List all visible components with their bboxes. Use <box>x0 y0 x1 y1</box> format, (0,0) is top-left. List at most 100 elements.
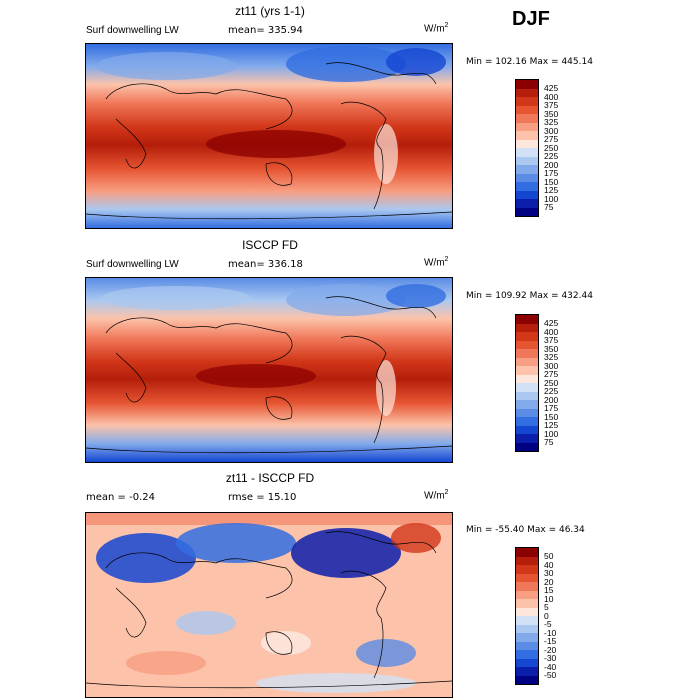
colorbar-swatch <box>516 131 538 140</box>
colorbar-tick-label: 350 <box>544 108 559 119</box>
colorbar-swatch <box>516 182 538 191</box>
panel2-minmax: Min = 109.92 Max = 432.44 <box>466 291 593 301</box>
colorbar-tick-label: 400 <box>544 91 559 102</box>
colorbar-swatch <box>516 658 538 667</box>
colorbar-swatch <box>516 207 538 216</box>
season-label: DJF <box>512 8 550 30</box>
colorbar-swatch <box>516 556 538 565</box>
colorbar-tick-label: 375 <box>544 335 559 345</box>
panel1-mean: mean= 335.94 <box>228 25 303 36</box>
colorbar-tick-label: 175 <box>544 403 559 413</box>
colorbar-swatch <box>516 616 538 625</box>
colorbar-tick-label: 300 <box>544 125 559 136</box>
colorbar-swatch <box>516 391 538 400</box>
colorbar-tick-label: -15 <box>544 636 557 646</box>
panel2-colorbar <box>515 314 539 452</box>
colorbar-swatch <box>516 582 538 591</box>
colorbar-swatch <box>516 442 538 451</box>
colorbar-tick-label: 250 <box>544 142 559 153</box>
colorbar-tick-label: 225 <box>544 151 559 161</box>
panel3-mean: mean = -0.24 <box>86 492 155 503</box>
panel1-colorbar-ticks: 425 400 375 350 325 300 275 250 225 200 175 150 125 1… <box>544 84 558 212</box>
colorbar-swatch <box>516 607 538 616</box>
panel1-minmax: Min = 102.16 Max = 445.14 <box>466 57 593 67</box>
panel2-mean: mean= 336.18 <box>228 259 303 270</box>
colorbar-tick-label: -20 <box>544 644 557 655</box>
colorbar-tick-label: 40 <box>544 559 554 570</box>
colorbar-swatch <box>516 139 538 148</box>
colorbar-tick-label: 75 <box>544 202 554 212</box>
colorbar-tick-label: 400 <box>544 326 559 337</box>
colorbar-swatch <box>516 366 538 375</box>
colorbar-tick-label: 125 <box>544 420 559 430</box>
colorbar-tick-label: 225 <box>544 386 559 396</box>
colorbar-swatch <box>516 148 538 157</box>
panel2-map-field <box>86 278 452 462</box>
panel3-colorbar <box>515 547 539 685</box>
colorbar-swatch <box>516 383 538 392</box>
panel1-units: W/m2 <box>424 22 449 35</box>
colorbar-swatch <box>516 624 538 633</box>
colorbar-swatch <box>516 599 538 608</box>
panel1-map-field <box>86 44 452 228</box>
colorbar-swatch <box>516 156 538 165</box>
colorbar-swatch <box>516 374 538 383</box>
colorbar-swatch <box>516 573 538 582</box>
colorbar-tick-label: -40 <box>544 661 557 672</box>
colorbar-swatch <box>516 340 538 349</box>
colorbar-tick-label: 300 <box>544 360 559 371</box>
panel3-rmse: rmse = 15.10 <box>228 492 297 503</box>
colorbar-swatch <box>516 122 538 131</box>
colorbar-swatch <box>516 190 538 199</box>
colorbar-tick-label: 325 <box>544 117 559 127</box>
colorbar-tick-label: 50 <box>544 551 554 561</box>
panel2-colorbar-ticks: 425 400 375 350 325 300 275 250 225 200 175 150 125 1… <box>544 319 558 447</box>
colorbar-swatch <box>516 349 538 358</box>
colorbar-tick-label: 30 <box>544 568 554 578</box>
colorbar-swatch <box>516 641 538 650</box>
colorbar-tick-label: 125 <box>544 185 559 195</box>
colorbar-tick-label: 175 <box>544 168 559 178</box>
colorbar-swatch <box>516 105 538 114</box>
colorbar-tick-label: 20 <box>544 576 554 587</box>
colorbar-tick-label: 15 <box>544 585 554 595</box>
colorbar-tick-label: 425 <box>544 318 559 328</box>
colorbar-swatch <box>516 565 538 574</box>
colorbar-tick-label: -10 <box>544 627 557 638</box>
colorbar-tick-label: -50 <box>544 670 557 680</box>
colorbar-tick-label: -30 <box>544 653 557 663</box>
colorbar-tick-label: 150 <box>544 176 559 187</box>
colorbar-swatch <box>516 667 538 676</box>
colorbar-tick-label: 10 <box>544 593 554 604</box>
colorbar-tick-label: 350 <box>544 343 559 354</box>
panel1-title: zt11 (yrs 1-1) <box>235 4 305 18</box>
colorbar-tick-label: 150 <box>544 411 559 422</box>
colorbar-swatch <box>516 323 538 332</box>
colorbar-swatch <box>516 165 538 174</box>
panel2-units: W/m2 <box>424 256 449 269</box>
panel3-map-field <box>86 513 452 697</box>
colorbar-swatch <box>516 650 538 659</box>
panel2-variable-label: Surf downwelling LW <box>86 259 179 270</box>
colorbar-swatch <box>516 417 538 426</box>
colorbar-tick-label: 425 <box>544 83 559 93</box>
colorbar-tick-label: 200 <box>544 159 559 170</box>
colorbar-tick-label: 250 <box>544 377 559 388</box>
colorbar-tick-label: 325 <box>544 352 559 362</box>
panel1-colorbar <box>515 79 539 217</box>
colorbar-tick-label: 200 <box>544 394 559 405</box>
colorbar-tick-label: 5 <box>544 602 549 612</box>
panel3-title: zt11 - ISCCP FD <box>225 471 315 485</box>
panel3-map <box>85 512 453 698</box>
panel2-title: ISCCP FD <box>242 238 298 252</box>
panel1-map <box>85 43 453 229</box>
panel3-minmax: Min = -55.40 Max = 46.34 <box>466 525 585 535</box>
colorbar-swatch <box>516 173 538 182</box>
colorbar-swatch <box>516 199 538 208</box>
panel1-variable-label: Surf downwelling LW <box>86 25 179 36</box>
colorbar-swatch <box>516 434 538 443</box>
colorbar-tick-label: 75 <box>544 437 554 447</box>
colorbar-tick-label: 100 <box>544 428 559 439</box>
colorbar-swatch <box>516 315 538 324</box>
colorbar-tick-label: 275 <box>544 134 559 144</box>
